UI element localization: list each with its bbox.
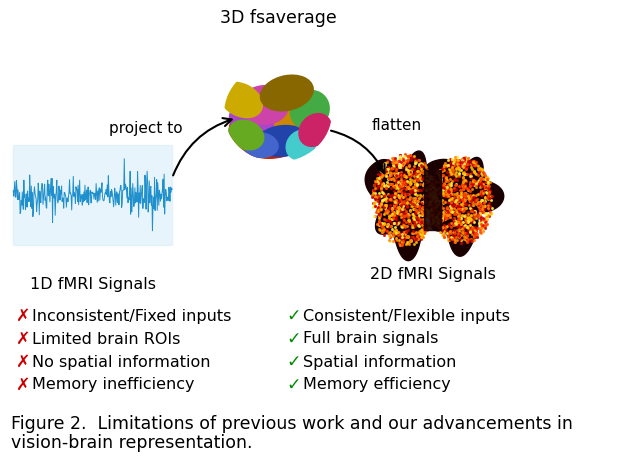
Text: ✗: ✗ <box>16 376 30 394</box>
Text: 2D fMRI Signals: 2D fMRI Signals <box>369 267 495 282</box>
Text: Memory inefficiency: Memory inefficiency <box>32 377 195 393</box>
Text: ✓: ✓ <box>287 353 301 371</box>
Text: 3D fsaverage: 3D fsaverage <box>220 9 337 27</box>
Ellipse shape <box>290 90 330 130</box>
Ellipse shape <box>228 120 264 151</box>
Ellipse shape <box>221 62 335 164</box>
Ellipse shape <box>255 125 310 157</box>
Ellipse shape <box>285 129 316 161</box>
Text: Full brain signals: Full brain signals <box>303 332 438 346</box>
Polygon shape <box>424 158 504 256</box>
Text: Spatial information: Spatial information <box>303 354 456 370</box>
FancyArrowPatch shape <box>331 131 385 173</box>
Text: flatten: flatten <box>372 117 422 133</box>
FancyArrowPatch shape <box>173 118 232 176</box>
Text: Limited brain ROIs: Limited brain ROIs <box>32 332 180 346</box>
Ellipse shape <box>219 82 263 118</box>
Ellipse shape <box>228 102 275 138</box>
Ellipse shape <box>298 113 332 147</box>
Ellipse shape <box>242 132 279 158</box>
Polygon shape <box>365 151 446 261</box>
Text: Inconsistent/Fixed inputs: Inconsistent/Fixed inputs <box>32 309 231 323</box>
Text: Memory efficiency: Memory efficiency <box>303 377 451 393</box>
Text: Figure 2.  Limitations of previous work and our advancements in: Figure 2. Limitations of previous work a… <box>11 415 572 433</box>
Ellipse shape <box>260 74 314 111</box>
Text: ✓: ✓ <box>287 376 301 394</box>
Text: ✗: ✗ <box>16 307 30 325</box>
Text: vision-brain representation.: vision-brain representation. <box>11 434 252 452</box>
Ellipse shape <box>273 98 321 142</box>
Text: ✓: ✓ <box>287 330 301 348</box>
Ellipse shape <box>240 85 289 125</box>
Text: ✗: ✗ <box>16 330 30 348</box>
Text: 1D fMRI Signals: 1D fMRI Signals <box>29 278 156 292</box>
Text: No spatial information: No spatial information <box>32 354 211 370</box>
Ellipse shape <box>228 101 310 159</box>
Text: project to: project to <box>109 121 182 135</box>
Text: ✓: ✓ <box>287 307 301 325</box>
Text: ✗: ✗ <box>16 353 30 371</box>
Text: Consistent/Flexible inputs: Consistent/Flexible inputs <box>303 309 509 323</box>
